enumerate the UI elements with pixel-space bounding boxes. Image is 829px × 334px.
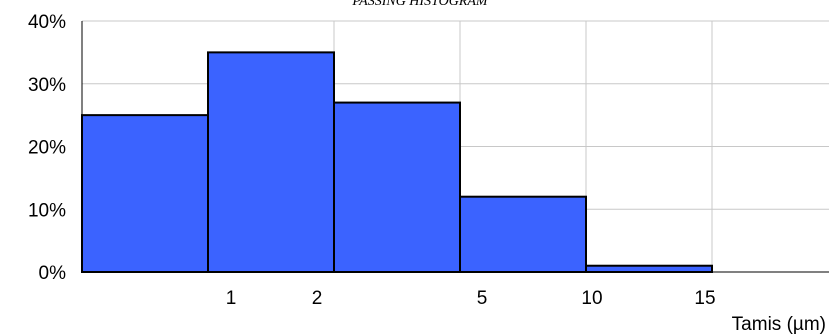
histogram-bars <box>81 51 713 274</box>
histogram-bar <box>207 51 335 273</box>
y-tick-label: 0% <box>39 263 67 284</box>
y-tick-label: 30% <box>28 75 66 96</box>
y-tick-labels: 0% 10% 20% 30% 40% <box>28 12 66 284</box>
histogram-bar <box>459 195 587 273</box>
x-axis-label: Tamis (µm) <box>732 314 826 334</box>
x-tick-label: 5 <box>477 288 488 309</box>
axes <box>81 21 829 273</box>
x-tick-labels: 1 2 5 10 15 <box>226 288 716 309</box>
y-tick-label: 40% <box>28 12 66 33</box>
chart-title: PASSING HISTOGRAM <box>351 0 489 9</box>
x-tick-label: 2 <box>312 288 323 309</box>
histogram-bar <box>81 114 209 273</box>
histogram-bar <box>333 101 461 273</box>
x-tick-label: 15 <box>694 288 715 309</box>
y-tick-label: 20% <box>28 138 66 159</box>
x-tick-label: 10 <box>581 288 602 309</box>
y-tick-label: 10% <box>28 200 66 221</box>
x-tick-label: 1 <box>226 288 237 309</box>
histogram-bar <box>585 264 713 274</box>
